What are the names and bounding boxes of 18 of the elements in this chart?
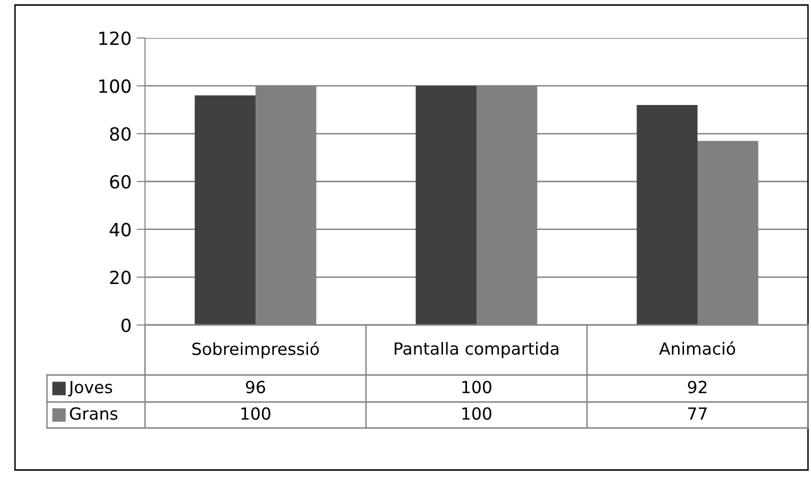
y-tick-label: 60 bbox=[110, 174, 131, 189]
y-tick-label: 0 bbox=[122, 318, 131, 332]
y-tick-label: 20 bbox=[110, 270, 131, 284]
y-tick-label: 40 bbox=[110, 222, 131, 236]
data-label: 77 bbox=[688, 407, 707, 420]
y-tick-label: 100 bbox=[99, 79, 131, 93]
x-tick-label: Pantalla compartida bbox=[394, 342, 558, 358]
data-label: 100 bbox=[462, 407, 492, 420]
x-tick-label: Animació bbox=[659, 341, 736, 355]
data-label: 96 bbox=[246, 380, 266, 394]
data-label: 100 bbox=[462, 380, 492, 394]
data-label: 92 bbox=[688, 380, 706, 394]
y-tick-label: 120 bbox=[99, 31, 131, 46]
legend-label: Joves bbox=[68, 380, 112, 396]
x-tick-label: Sobreimpressió bbox=[192, 342, 319, 358]
data-label: 100 bbox=[241, 407, 270, 420]
y-tick-label: 80 bbox=[110, 127, 131, 141]
legend-label: Grans bbox=[70, 407, 118, 420]
